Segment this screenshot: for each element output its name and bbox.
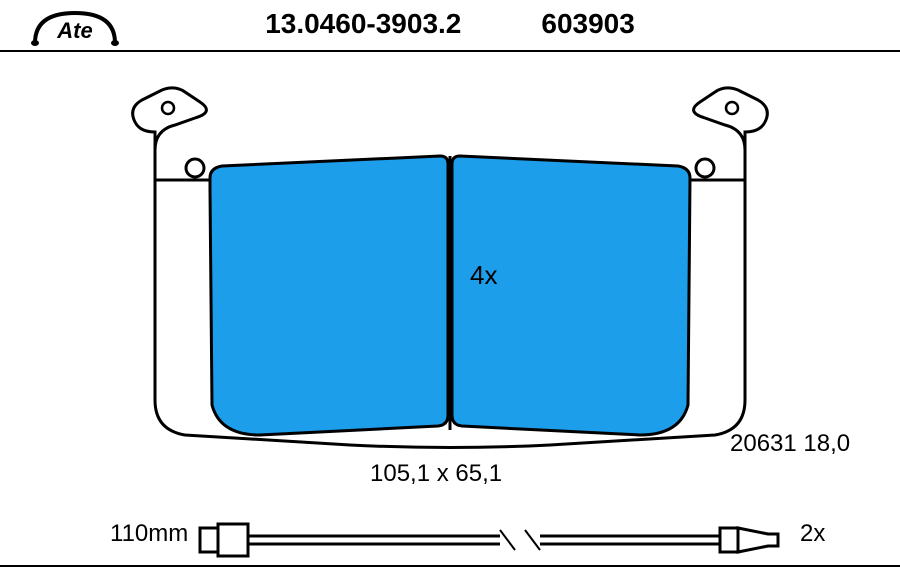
pad-quantity-label: 4x — [470, 260, 497, 291]
pad-dimensions-label: 105,1 x 65,1 — [370, 460, 502, 488]
part-number-alt: 603903 — [541, 8, 634, 40]
ate-logo: Ate — [30, 8, 120, 48]
svg-text:Ate: Ate — [56, 18, 92, 43]
divider-top — [0, 50, 900, 52]
part-number-main: 13.0460-3903.2 — [265, 8, 461, 40]
sensor-length-label: 110mm — [110, 520, 188, 548]
sensor-quantity-label: 2x — [800, 520, 825, 548]
brake-pad-diagram — [0, 60, 900, 480]
pad-reference-label: 20631 18,0 — [730, 430, 850, 458]
divider-bottom — [0, 565, 900, 567]
diagram-area: 4x 20631 18,0 105,1 x 65,1 110mm 2x — [0, 60, 900, 560]
